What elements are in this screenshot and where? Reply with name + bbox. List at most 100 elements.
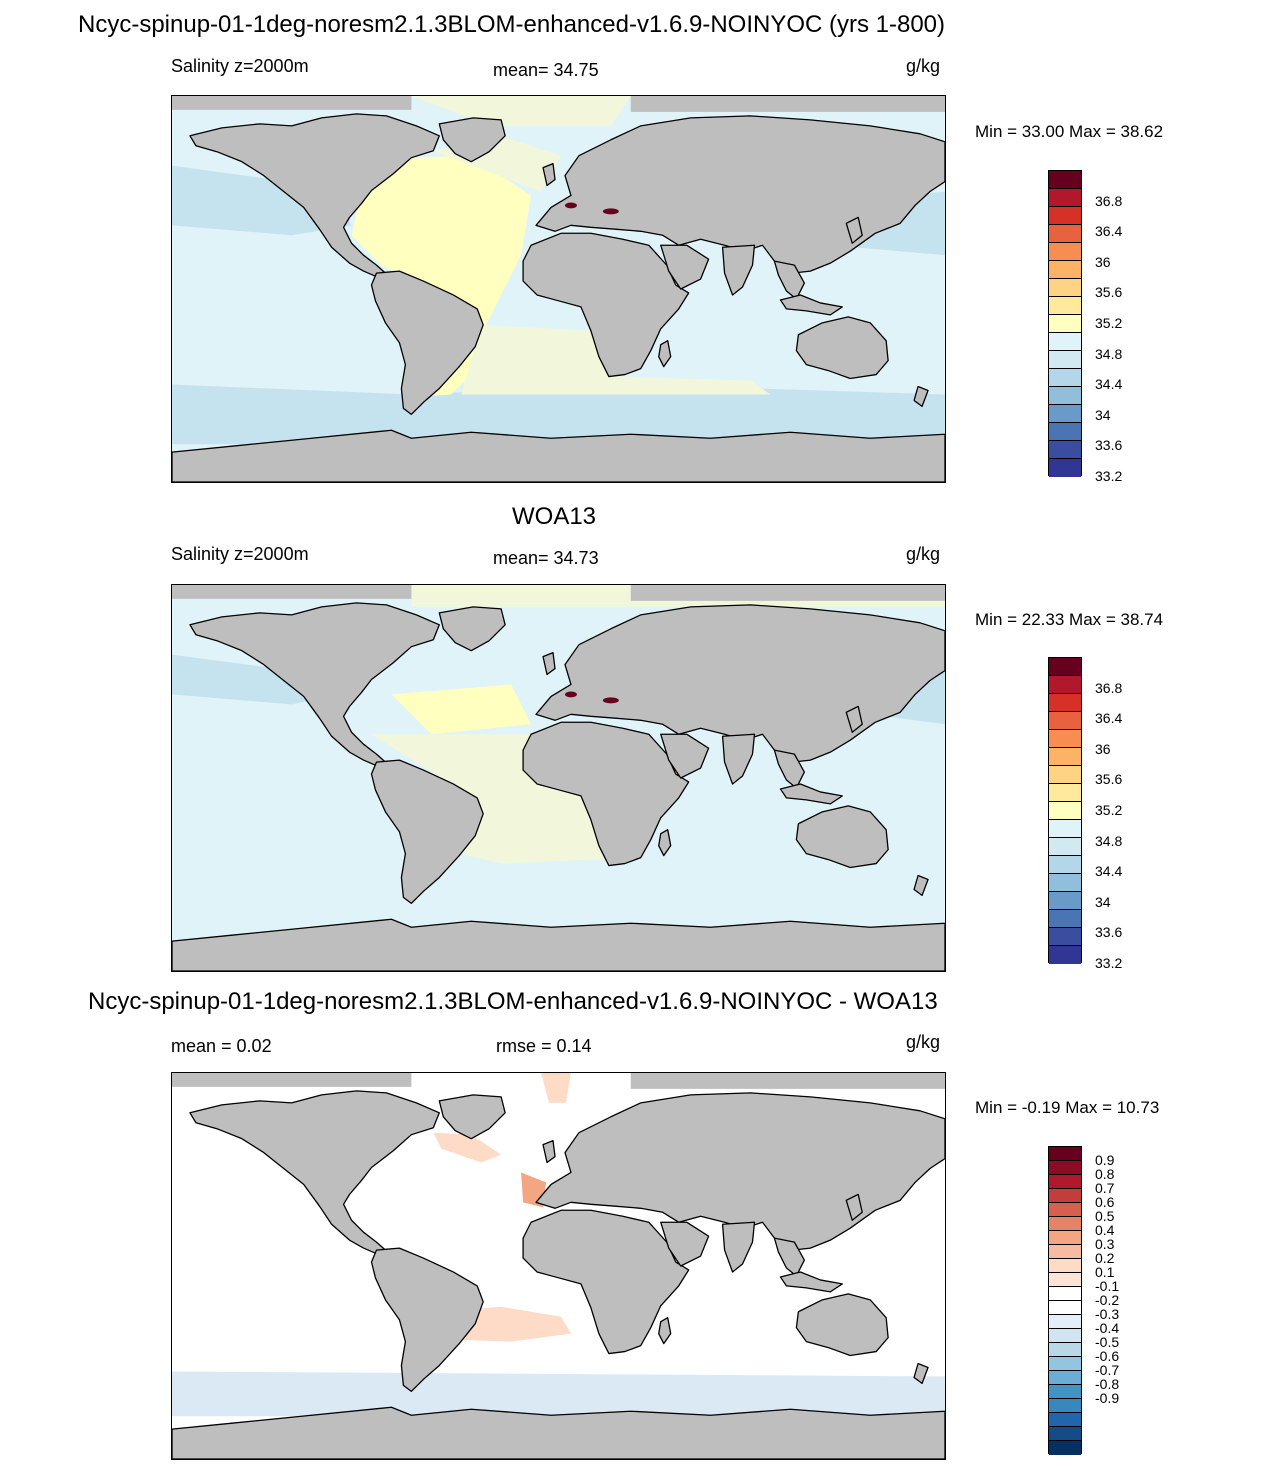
colorbar-tick-label: 34: [1095, 406, 1111, 423]
panel-diff-minmax: Min = -0.19 Max = 10.73: [975, 1098, 1160, 1117]
continent-madagascar: [658, 829, 672, 857]
colorbar-tick-label: 36: [1095, 740, 1111, 757]
colorbar-swatch: [1049, 712, 1081, 730]
colorbar-swatch: [1049, 459, 1081, 477]
colorbar-tick-label: 33.6: [1095, 437, 1123, 454]
colorbar-tick-label: 35.6: [1095, 284, 1123, 301]
continent-madagascar: [658, 340, 672, 368]
colorbar-tick-label: -0.5: [1095, 1334, 1120, 1350]
colorbar-swatch: [1049, 333, 1081, 351]
colorbar-swatch: [1049, 1329, 1081, 1343]
continent-australia: [795, 1293, 889, 1357]
colorbar-tick-label: 0.3: [1095, 1236, 1115, 1252]
continent-indonesia: [779, 783, 843, 805]
continent-greenland: [438, 606, 506, 652]
panel-model-colorbar: [1048, 170, 1082, 477]
figure-title: Ncyc-spinup-01-1deg-noresm2.1.3BLOM-enha…: [78, 11, 946, 38]
continent-japan: [845, 1193, 863, 1221]
continent-indonesia: [779, 294, 843, 316]
salinity-zone: [351, 155, 532, 397]
colorbar-swatch: [1049, 676, 1081, 694]
colorbar-swatch: [1049, 279, 1081, 297]
colorbar-swatch: [1049, 838, 1081, 856]
salinity-zone: [391, 684, 532, 735]
continent-arabia: [660, 733, 710, 779]
colorbar-swatch: [1049, 910, 1081, 928]
panel-obs-left-label: Salinity z=2000m: [171, 544, 309, 564]
colorbar-tick-label: 36.8: [1095, 192, 1123, 209]
colorbar-swatch: [1049, 1371, 1081, 1385]
continent-madagascar: [658, 1317, 672, 1345]
continent-eurasia: [535, 115, 945, 274]
salinity-zone: [411, 96, 631, 126]
continent-uk: [542, 1140, 556, 1164]
colorbar-tick-label: -0.6: [1095, 1348, 1120, 1364]
continent-eurasia: [535, 604, 945, 763]
continent-indonesia: [779, 1271, 843, 1293]
colorbar-swatch: [1049, 694, 1081, 712]
panel-diff-units: g/kg: [906, 1032, 941, 1052]
arctic-land: [172, 96, 412, 110]
continent-japan: [845, 216, 863, 244]
continent-antarctica: [172, 1406, 945, 1459]
continent-southAmerica: [370, 1247, 484, 1392]
colorbar-swatch: [1049, 297, 1081, 315]
continent-antarctica: [172, 918, 945, 971]
colorbar-swatch: [1049, 658, 1081, 676]
colorbar-swatch: [1049, 441, 1081, 459]
colorbar-swatch: [1049, 207, 1081, 225]
continent-southAmerica: [370, 270, 484, 415]
colorbar-tick-label: 0.9: [1095, 1152, 1115, 1168]
continent-antarctica: [172, 429, 945, 482]
salinity-zone: [461, 324, 771, 395]
continent-greenland: [438, 1094, 506, 1140]
colorbar-tick-label: 0.6: [1095, 1194, 1115, 1210]
panel-obs-colorbar: [1048, 657, 1082, 964]
continent-australia: [795, 805, 889, 869]
panel-obs-title: WOA13: [512, 503, 597, 530]
colorbar-tick-label: 0.5: [1095, 1208, 1115, 1224]
salinity-zone: [433, 1132, 502, 1163]
panel-diff-rmse: rmse = 0.14: [496, 1036, 592, 1056]
colorbar-swatch: [1049, 1231, 1081, 1245]
continent-india: [721, 244, 756, 296]
panel-model-left-label: Salinity z=2000m: [171, 56, 309, 76]
colorbar-tick-label: -0.3: [1095, 1306, 1120, 1322]
continent-india: [721, 733, 756, 785]
colorbar-swatch: [1049, 189, 1081, 207]
colorbar-tick-label: -0.1: [1095, 1278, 1120, 1294]
panel-obs-mean: mean= 34.73: [493, 548, 599, 568]
colorbar-swatch: [1049, 946, 1081, 964]
colorbar-tick-label: 33.6: [1095, 924, 1123, 941]
colorbar-swatch: [1049, 1273, 1081, 1287]
continent-uk: [542, 652, 556, 676]
continent-arabia: [660, 1221, 710, 1267]
arctic-land: [172, 585, 412, 599]
continent-australia: [795, 316, 889, 380]
continent-africa: [522, 232, 690, 378]
continent-africa: [522, 1209, 690, 1355]
continent-northAmerica: [189, 113, 440, 278]
continent-greenland: [438, 117, 506, 163]
continent-africa: [522, 721, 690, 867]
mediterranean-high-salinity: [602, 697, 619, 704]
mediterranean-high-salinity: [602, 208, 619, 215]
colorbar-tick-label: 0.2: [1095, 1250, 1115, 1266]
colorbar-swatch: [1049, 874, 1081, 892]
panel-model-units: g/kg: [906, 56, 941, 76]
colorbar-tick-label: -0.2: [1095, 1292, 1120, 1308]
colorbar-swatch: [1049, 261, 1081, 279]
colorbar-swatch: [1049, 820, 1081, 838]
colorbar-swatch: [1049, 405, 1081, 423]
continent-uk: [542, 163, 556, 187]
colorbar-tick-label: 35.2: [1095, 802, 1123, 818]
mediterranean-high-salinity: [564, 691, 577, 698]
colorbar-swatch: [1049, 1315, 1081, 1329]
colorbar-swatch: [1049, 1427, 1081, 1441]
continent-japan: [845, 705, 863, 733]
colorbar-tick-label: -0.4: [1095, 1320, 1120, 1336]
colorbar-swatch: [1049, 315, 1081, 333]
colorbar-tick-label: 34.8: [1095, 345, 1123, 362]
colorbar-swatch: [1049, 1413, 1081, 1427]
continent-northAmerica: [189, 602, 440, 767]
